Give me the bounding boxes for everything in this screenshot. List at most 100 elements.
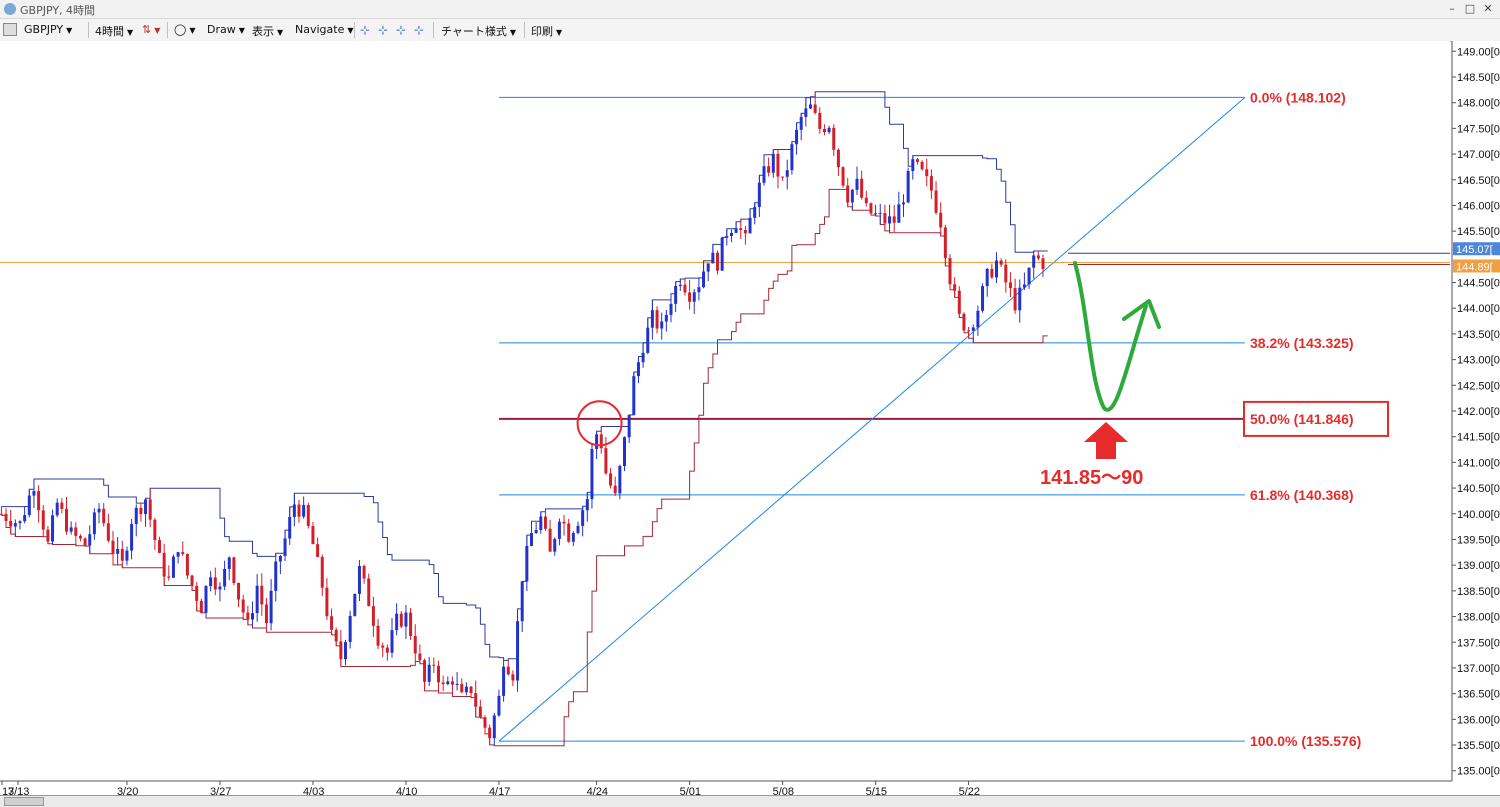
chevron-down-icon: ▼ <box>509 28 517 37</box>
time-tick-label: 3/27 <box>210 786 231 795</box>
candle-body <box>251 613 254 620</box>
chevron-down-icon: ▼ <box>556 28 563 37</box>
candle-body <box>427 664 431 682</box>
channel-upper <box>1 91 1048 661</box>
candle-body <box>269 590 273 624</box>
crosshair-icon[interactable]: ⊹ <box>414 23 425 37</box>
candle-body <box>897 204 901 223</box>
candle-body <box>595 434 599 450</box>
candle-body <box>116 549 120 554</box>
candle-body <box>69 527 73 532</box>
crosshair-icon[interactable]: ⊹ <box>378 23 389 37</box>
candle-body <box>911 159 915 172</box>
maximize-icon[interactable]: □ <box>1464 2 1476 15</box>
window-title: GBPJPY, 4時間 <box>20 4 96 17</box>
candle-body <box>971 327 975 331</box>
price-tag <box>1453 259 1500 273</box>
candle-body <box>981 286 985 311</box>
candle-body <box>432 664 436 666</box>
candle-body <box>246 612 250 620</box>
candle-body <box>423 660 427 682</box>
fib-label: 50.0% (141.846) <box>1250 411 1354 427</box>
candle-body <box>720 237 724 271</box>
candle-body <box>176 552 180 557</box>
candle-body <box>962 313 966 331</box>
price-tick-label: 144.50[0 <box>1457 278 1500 290</box>
candle-body <box>65 508 68 532</box>
candle-body <box>204 586 208 613</box>
candle-body <box>530 533 533 546</box>
chart-style-menu[interactable]: チャート様式 ▼ <box>441 23 516 39</box>
candle-body <box>1041 258 1045 269</box>
candle-body <box>650 310 654 328</box>
candle-body <box>999 260 1003 265</box>
toolbar-divider <box>524 22 525 38</box>
candle-body <box>562 521 566 524</box>
close-icon[interactable]: ✕ <box>1483 2 1493 15</box>
candle-body <box>88 534 92 546</box>
candle-body <box>60 502 64 509</box>
candle-body <box>334 629 338 642</box>
candle-body <box>1008 282 1012 289</box>
chevron-down-icon: ▼ <box>277 28 284 37</box>
draw-menu[interactable]: Draw ▼ <box>207 23 245 36</box>
print-menu[interactable]: 印刷 ▼ <box>531 23 562 39</box>
target-range-label: 141.85〜90 <box>1040 467 1143 489</box>
price-tick-label: 136.50[0 <box>1457 689 1500 701</box>
candle-body <box>120 549 124 561</box>
circle-tool-icon[interactable]: ◯ ▼ <box>174 23 196 36</box>
candle-body <box>492 715 496 739</box>
navigate-menu[interactable]: Navigate ▼ <box>295 23 354 36</box>
candle-body <box>413 635 417 654</box>
timeframe-dropdown[interactable]: 4時間 ▼ <box>95 23 133 39</box>
minimize-icon[interactable]: – <box>1449 2 1455 15</box>
candle-style-icon[interactable]: ⇅ ▼ <box>142 23 161 36</box>
candle-body <box>460 683 464 693</box>
time-tick-label: 4/17 <box>489 786 510 795</box>
draw-label: Draw <box>207 23 236 36</box>
symbol-label: GBPJPY <box>24 23 64 36</box>
candle-body <box>102 508 106 524</box>
candle-body <box>153 519 157 541</box>
candle-body <box>306 504 310 527</box>
candle-body <box>409 612 413 636</box>
symbol-dropdown[interactable]: GBPJPY ▼ <box>24 23 72 36</box>
plot-area <box>0 41 1450 781</box>
candle-body <box>130 524 134 551</box>
candle-body <box>618 465 622 494</box>
display-menu[interactable]: 表示 ▼ <box>252 23 283 39</box>
crosshair-icon[interactable]: ⊹ <box>360 23 371 37</box>
candle-body <box>734 228 738 233</box>
chart-window-icon[interactable] <box>3 23 17 36</box>
candle-body <box>860 178 864 198</box>
candle-body <box>362 565 366 579</box>
candle-body <box>227 557 231 569</box>
fib-label: 61.8% (140.368) <box>1250 487 1354 503</box>
crosshair-icon[interactable]: ⊹ <box>396 23 407 37</box>
candle-body <box>915 159 919 162</box>
price-chart[interactable]: 0.0% (148.102) 38.2% (143.325) 50.0% (141.… <box>0 41 1500 795</box>
fib-label: 100.0% (135.576) <box>1250 733 1361 749</box>
price-tick-label: 145.50[0 <box>1457 226 1500 238</box>
chart-tab[interactable] <box>4 797 44 806</box>
price-tick-label: 140.50[0 <box>1457 483 1500 495</box>
candle-body <box>753 206 757 218</box>
candle-body <box>967 330 971 332</box>
candle-body <box>678 284 682 287</box>
candle-body <box>590 449 594 500</box>
candle-body <box>162 552 166 577</box>
candle-body <box>781 176 785 178</box>
candle-body <box>888 216 892 224</box>
candle-body <box>846 185 850 203</box>
candle-body <box>0 513 3 515</box>
candle-body <box>957 290 961 314</box>
candle-body <box>702 271 706 288</box>
candle-body <box>483 717 487 728</box>
time-tick-label: 4/10 <box>396 786 417 795</box>
candle-body <box>864 197 868 204</box>
candle-body <box>729 232 733 237</box>
candle-body <box>330 616 334 630</box>
price-tick-label: 140.00[0 <box>1457 509 1500 521</box>
candle-body <box>27 495 31 516</box>
candle-body <box>539 516 543 531</box>
